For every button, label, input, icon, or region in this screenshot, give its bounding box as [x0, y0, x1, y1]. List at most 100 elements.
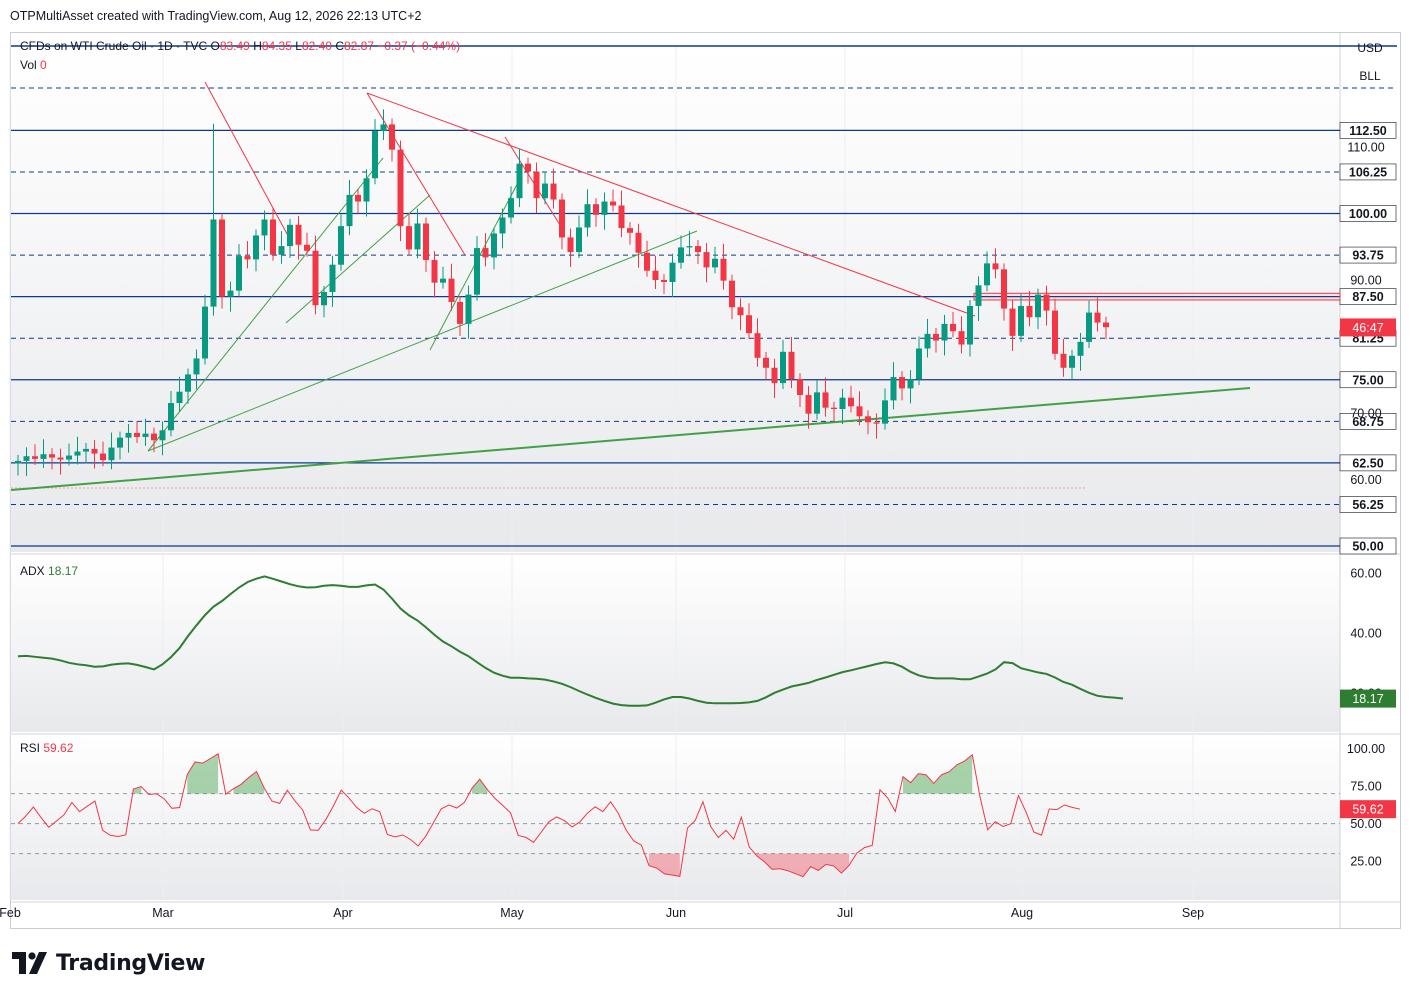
candle-body: [304, 244, 310, 251]
candle-body: [261, 219, 268, 236]
price-level-tag: [1339, 537, 1397, 555]
candle-body: [678, 247, 684, 263]
candle-body: [618, 205, 625, 229]
candle-body: [363, 178, 370, 202]
volume-label: Vol: [20, 58, 37, 72]
candle-body: [941, 323, 948, 341]
candle-body: [593, 204, 599, 215]
price-level-tag: [1339, 496, 1397, 513]
candle-body: [406, 226, 412, 250]
tradingview-brand-text: TradingView: [56, 950, 206, 976]
candle-body: [873, 422, 880, 424]
trend-line: [204, 81, 294, 246]
candle-body: [754, 333, 761, 358]
candle-body: [151, 433, 157, 441]
candle-body: [839, 397, 846, 410]
candle-body: [652, 270, 659, 280]
unit-label[interactable]: BLL: [1359, 69, 1381, 83]
price-level-tag: [1339, 246, 1397, 264]
candle-body: [491, 233, 497, 258]
candle-body: [32, 456, 38, 459]
candle-body: [890, 377, 897, 401]
time-axis-tick: Sep: [1182, 906, 1204, 920]
candle-body: [338, 226, 344, 265]
candle-body: [746, 315, 752, 334]
candle-body: [933, 333, 939, 341]
rsi-axis-tick: 75.00: [1350, 780, 1381, 794]
rsi-legend: RSI 59.62: [20, 741, 73, 755]
candle-body: [389, 124, 395, 150]
candle-body: [831, 407, 837, 410]
close-value: 82.87: [343, 39, 375, 53]
price-level-label: 62.50: [1352, 456, 1383, 470]
candle-body: [516, 163, 523, 199]
change-value: −0.37 (−0.44%): [377, 39, 461, 53]
candle-body: [440, 278, 446, 283]
trend-line: [366, 92, 976, 317]
volume-value: 0: [40, 58, 47, 72]
time-axis-tick: Apr: [333, 906, 352, 920]
candle-body: [295, 224, 302, 245]
candle-body: [108, 447, 115, 461]
candle-body: [805, 395, 812, 414]
rsi-value: 59.62: [43, 741, 74, 755]
adx-label[interactable]: ADX: [20, 564, 45, 578]
candle-body: [644, 252, 650, 271]
rsi-value-tag-label: 59.62: [1352, 803, 1383, 817]
currency-label[interactable]: USD: [1357, 41, 1383, 55]
rsi-axis-tick: 100.00: [1347, 742, 1385, 756]
open-label: O: [210, 39, 220, 53]
adx-axis-tick: 60.00: [1350, 567, 1381, 581]
last-price-tag: [1340, 318, 1396, 337]
candle-body: [270, 219, 276, 255]
candle-body: [380, 124, 387, 132]
candle-body: [499, 217, 506, 234]
rsi-label[interactable]: RSI: [20, 741, 41, 755]
candle-body: [848, 397, 854, 407]
symbol-title[interactable]: CFDs on WTI Crude Oil · 1D · TVC: [20, 39, 208, 53]
rsi-extreme-fill: [649, 853, 680, 877]
candle-body: [346, 194, 353, 227]
adx-line: [17, 575, 1124, 707]
time-axis-tick: Jun: [666, 906, 686, 920]
candle-body: [559, 199, 565, 238]
candle-body: [1035, 294, 1041, 318]
candle-body: [465, 294, 472, 324]
price-level-tag: [1339, 163, 1397, 181]
candle-body: [865, 416, 871, 423]
rsi-line: [17, 753, 1081, 878]
low-label: L: [295, 39, 302, 53]
price-level-tag: [1339, 371, 1397, 389]
candle-body: [788, 351, 795, 380]
candle-body: [542, 183, 548, 199]
candle-body: [916, 348, 922, 380]
candle-body: [253, 235, 259, 260]
price-level-label: 75.00: [1352, 373, 1383, 387]
candle-body: [474, 248, 480, 295]
candle-body: [355, 194, 361, 202]
candle-body: [482, 248, 489, 258]
adx-value-tag: [1340, 689, 1396, 708]
candle-body: [584, 204, 591, 228]
candle-body: [134, 432, 140, 437]
high-label: H: [253, 39, 262, 53]
candle-body: [635, 232, 642, 253]
price-axis-tick: 110.00: [1347, 141, 1384, 155]
adx-axis-tick: 40.00: [1350, 627, 1381, 641]
candle-body: [1043, 294, 1050, 311]
price-axis-tick: 60.00: [1350, 473, 1381, 487]
currency-unit-box[interactable]: USD BLL: [1341, 34, 1399, 94]
candle-body: [227, 290, 234, 297]
candle-body: [856, 406, 863, 417]
symbol-legend: CFDs on WTI Crude Oil · 1D · TVC O83.49 …: [20, 39, 460, 53]
price-level-tag: [1339, 122, 1397, 139]
candle-body: [525, 163, 531, 172]
candle-body: [695, 246, 701, 253]
candle-body: [1069, 355, 1075, 368]
candle-body: [771, 367, 778, 384]
candle-body: [763, 357, 769, 368]
candle-body: [448, 278, 455, 302]
candle-body: [74, 451, 81, 456]
